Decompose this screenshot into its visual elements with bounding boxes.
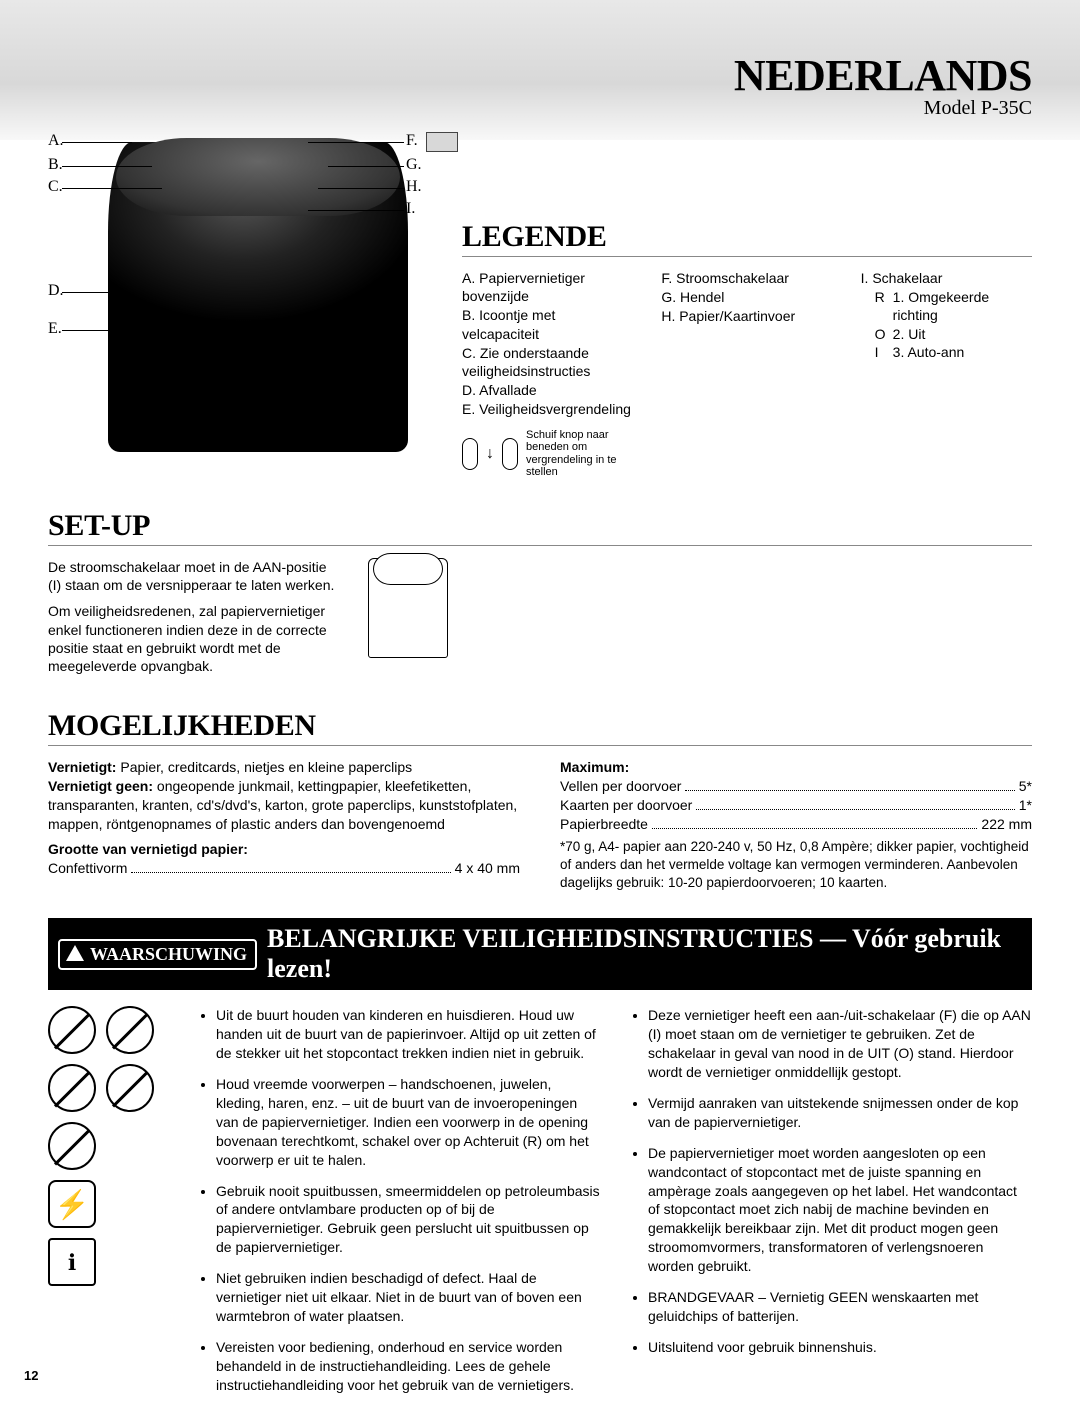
setup-heading: SET-UP bbox=[48, 509, 1032, 546]
setup-text: De stroomschakelaar moet in de AAN-posit… bbox=[48, 558, 338, 683]
callout-c: C. bbox=[48, 178, 63, 196]
no-ties-icon bbox=[106, 1064, 154, 1112]
capabilities-right: Maximum: Vellen per doorvoer5* Kaarten p… bbox=[560, 758, 1032, 892]
no-jewelry-icon bbox=[48, 1064, 96, 1112]
max-row: Vellen per doorvoer5* bbox=[560, 777, 1032, 796]
max-row: Kaarten per doorvoer1* bbox=[560, 796, 1032, 815]
callout-a: A. bbox=[48, 132, 64, 150]
language-title: NEDERLANDS bbox=[48, 50, 1032, 101]
capabilities-section: MOGELIJKHEDEN Vernietigt: Papier, credit… bbox=[48, 709, 1032, 892]
safety-icons: ⚡ ℹ bbox=[48, 1006, 168, 1406]
callout-g: G. bbox=[406, 156, 422, 174]
warning-banner: WAARSCHUWING BELANGRIJKE VEILIGHEIDSINST… bbox=[48, 918, 1032, 990]
no-aerosol-icon bbox=[48, 1122, 96, 1170]
lock-note: ↓ Schuif knop naar beneden om vergrendel… bbox=[462, 429, 633, 480]
callout-d: D. bbox=[48, 282, 64, 300]
callout-e: E. bbox=[48, 320, 62, 338]
legend-col-3: I. Schakelaar R1. Omgekeerde richting O2… bbox=[861, 269, 1032, 479]
callout-i: I. bbox=[406, 200, 415, 218]
setup-section: SET-UP De stroomschakelaar moet in de AA… bbox=[48, 509, 1032, 683]
legend-col-1: A. Papiervernietiger bovenzijde B. Icoon… bbox=[462, 269, 633, 479]
info-icon: ℹ bbox=[48, 1238, 96, 1286]
product-diagram: A. B. C. D. E. F. G. H. I. bbox=[48, 132, 438, 479]
warning-badge: WAARSCHUWING bbox=[58, 939, 257, 970]
shredder-top bbox=[116, 138, 400, 216]
electric-hazard-icon: ⚡ bbox=[48, 1180, 96, 1228]
legend-heading: LEGENDE bbox=[462, 220, 1032, 257]
lock-icon bbox=[462, 438, 478, 470]
switch-icon bbox=[426, 132, 458, 152]
confetti-size-row: Confettivorm 4 x 40 mm bbox=[48, 859, 520, 878]
max-row: Papierbreedte222 mm bbox=[560, 815, 1032, 834]
lock-icon bbox=[502, 438, 518, 470]
capabilities-left: Vernietigt: Papier, creditcards, nietjes… bbox=[48, 758, 520, 892]
legend-col-2: F. Stroomschakelaar G. Hendel H. Papier/… bbox=[661, 269, 832, 479]
no-children-icon bbox=[106, 1006, 154, 1054]
warning-title: BELANGRIJKE VEILIGHEIDSINSTRUCTIES — Vóó… bbox=[267, 924, 1022, 984]
callout-b: B. bbox=[48, 156, 63, 174]
document-header: NEDERLANDS Model P-35C bbox=[48, 50, 1032, 120]
legend-columns: A. Papiervernietiger bovenzijde B. Icoon… bbox=[462, 269, 1032, 479]
capabilities-heading: MOGELIJKHEDEN bbox=[48, 709, 1032, 746]
safety-left: Uit de buurt houden van kinderen en huis… bbox=[198, 1006, 600, 1406]
callout-h: H. bbox=[406, 178, 422, 196]
safety-section: ⚡ ℹ Uit de buurt houden van kinderen en … bbox=[48, 1006, 1032, 1406]
safety-right: Deze vernietiger heeft een aan-/uit-scha… bbox=[630, 1006, 1032, 1406]
arrow-down-icon: ↓ bbox=[486, 445, 494, 463]
no-hands-icon bbox=[48, 1006, 96, 1054]
callout-f: F. bbox=[406, 132, 418, 150]
shredder-outline-icon bbox=[368, 558, 448, 658]
